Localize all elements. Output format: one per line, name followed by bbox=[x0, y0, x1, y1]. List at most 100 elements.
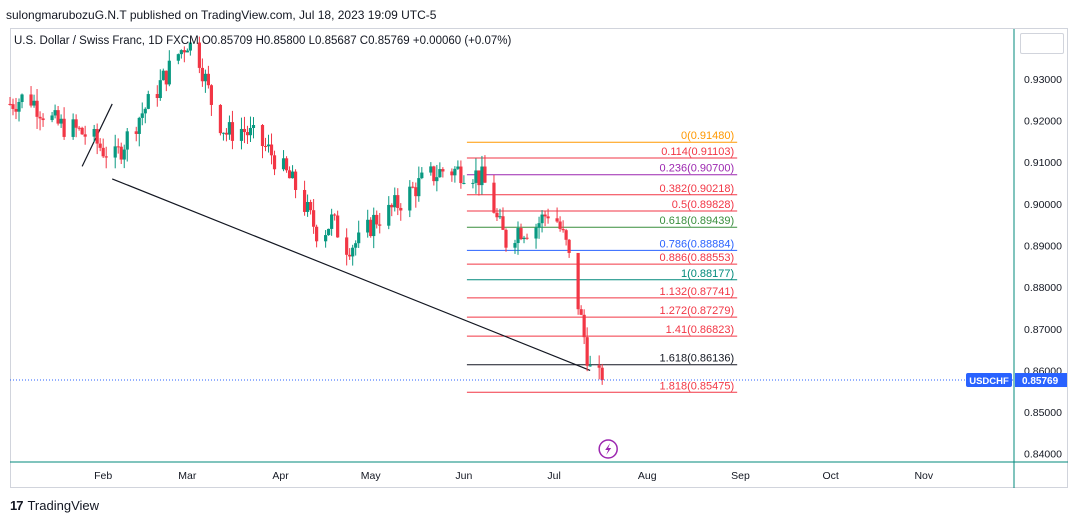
candle-body bbox=[348, 254, 352, 257]
candle-body bbox=[471, 182, 475, 184]
candle-body bbox=[477, 170, 481, 186]
candle-body bbox=[525, 237, 529, 239]
candle-body bbox=[101, 147, 105, 157]
candle-body bbox=[284, 158, 289, 171]
candle-body bbox=[432, 166, 436, 182]
candle-body bbox=[396, 195, 400, 208]
candle-body bbox=[218, 104, 223, 134]
fib-level-label: 0.886(0.88553) bbox=[660, 252, 735, 264]
y-tick-label: 0.91000 bbox=[1024, 157, 1062, 169]
price-tag-label: 0.85769 bbox=[1022, 376, 1059, 387]
x-tick-label: Apr bbox=[272, 470, 289, 482]
candle-body bbox=[375, 214, 379, 225]
candle-body bbox=[83, 134, 87, 137]
y-tick-label: 0.85000 bbox=[1024, 407, 1062, 419]
candle-body bbox=[315, 226, 319, 242]
candle-body bbox=[116, 146, 120, 148]
scale-button[interactable] bbox=[1020, 33, 1064, 54]
fib-level-label: 0.382(0.90218) bbox=[660, 183, 735, 195]
chart-frame[interactable] bbox=[10, 28, 1068, 488]
candle-body bbox=[305, 202, 310, 212]
candle-body bbox=[140, 113, 144, 118]
candle-body bbox=[92, 129, 96, 137]
candle-body bbox=[269, 144, 274, 156]
candle-body bbox=[251, 125, 256, 128]
candle-body bbox=[125, 131, 129, 150]
y-tick-label: 0.84000 bbox=[1024, 449, 1062, 461]
candle-body bbox=[74, 119, 78, 128]
events-icon[interactable] bbox=[598, 439, 618, 459]
candle-body bbox=[519, 228, 523, 240]
trend-line bbox=[111, 178, 591, 371]
candle-body bbox=[14, 108, 18, 112]
y-tick-label: 0.89000 bbox=[1024, 241, 1062, 253]
candle-body bbox=[20, 94, 24, 103]
candle-body bbox=[351, 247, 355, 257]
y-tick-label: 0.93000 bbox=[1024, 74, 1062, 86]
candle-body bbox=[516, 228, 520, 244]
candle-body bbox=[41, 118, 45, 121]
candle-body bbox=[206, 73, 210, 86]
candle-body bbox=[239, 128, 244, 141]
candle-body bbox=[302, 189, 307, 212]
candle-body bbox=[534, 227, 538, 239]
candle-body bbox=[209, 85, 214, 105]
candle-body bbox=[137, 117, 141, 134]
x-tick-label: Nov bbox=[914, 470, 933, 482]
candle-body bbox=[597, 365, 601, 368]
lightning-icon bbox=[605, 443, 612, 455]
candle-body bbox=[483, 166, 487, 183]
candle-body bbox=[498, 216, 502, 218]
candle-body bbox=[200, 67, 204, 82]
candle-body bbox=[576, 252, 580, 310]
candle-body bbox=[176, 54, 180, 61]
candle-body bbox=[399, 207, 403, 211]
candle-body bbox=[414, 187, 418, 197]
candle-body bbox=[287, 170, 292, 179]
candle-body bbox=[53, 110, 57, 116]
candle-body bbox=[203, 73, 207, 82]
candle-body bbox=[158, 80, 162, 99]
candle-body bbox=[417, 178, 421, 197]
candle-body bbox=[501, 216, 505, 230]
candle-body bbox=[546, 216, 550, 219]
candle-body bbox=[182, 50, 186, 53]
candle-body bbox=[345, 237, 349, 255]
candle-body bbox=[50, 115, 54, 121]
candle-body bbox=[308, 202, 313, 211]
fib-level-label: 0.114(0.91103) bbox=[661, 146, 734, 158]
candle-body bbox=[38, 116, 42, 119]
x-tick-label: Mar bbox=[178, 470, 197, 482]
candle-body bbox=[441, 169, 445, 172]
candle-body bbox=[59, 118, 63, 124]
candle-body bbox=[408, 186, 412, 211]
candle-body bbox=[324, 235, 328, 242]
y-tick-label: 0.90000 bbox=[1024, 199, 1062, 211]
candle-body bbox=[543, 214, 547, 217]
price-tag bbox=[1015, 373, 1067, 388]
candle-body bbox=[495, 212, 499, 218]
tradingview-logo-icon: 17 bbox=[10, 498, 24, 513]
symbol-info: U.S. Dollar / Swiss Franc, 1D FXCM O0.85… bbox=[14, 35, 512, 47]
candle-body bbox=[119, 146, 123, 160]
candle-body bbox=[564, 230, 568, 240]
candle-body bbox=[459, 166, 463, 184]
candle-body bbox=[450, 171, 454, 176]
candle-body bbox=[32, 100, 36, 106]
candle-body bbox=[122, 149, 126, 160]
candle-body bbox=[17, 102, 21, 112]
candle-body bbox=[387, 204, 391, 226]
candle-body bbox=[588, 365, 592, 367]
candle-body bbox=[378, 224, 382, 226]
candle-body bbox=[585, 337, 589, 366]
candle-body bbox=[522, 237, 526, 240]
candle-body bbox=[77, 127, 81, 129]
x-tick-label: Oct bbox=[822, 470, 838, 482]
candle-body bbox=[272, 155, 277, 170]
candle-body bbox=[480, 166, 484, 186]
x-tick-label: Jun bbox=[455, 470, 472, 482]
candle-body bbox=[62, 118, 66, 137]
x-tick-label: Sep bbox=[731, 470, 750, 482]
candle-body bbox=[197, 42, 201, 68]
